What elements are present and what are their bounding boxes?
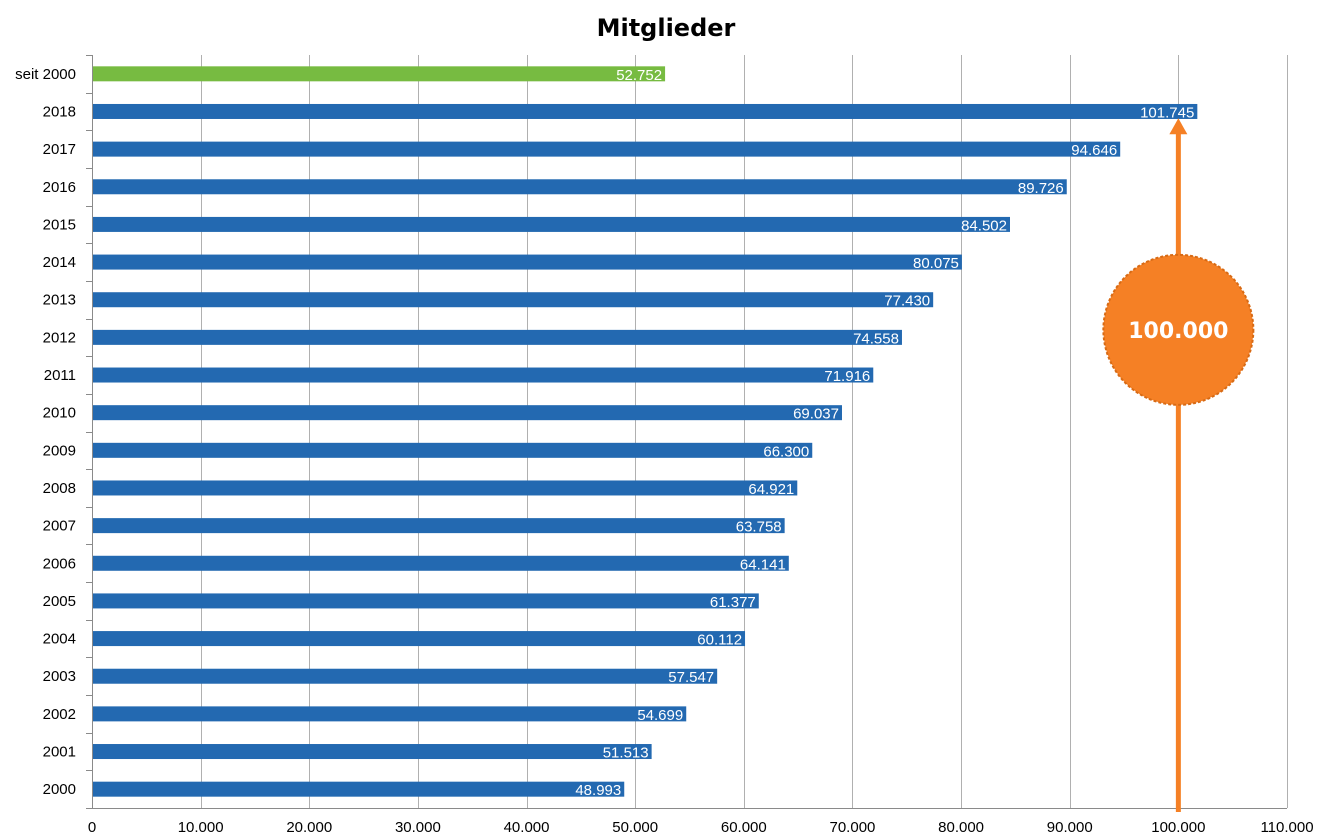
data-label: 63.758 xyxy=(736,519,782,536)
annotation-label: 100.000 xyxy=(1128,319,1228,344)
category-label: 2006 xyxy=(43,555,76,572)
data-label: 54.699 xyxy=(637,707,683,724)
milestone-annotation: 100.000 xyxy=(1102,118,1255,812)
bar xyxy=(92,254,962,270)
gridlines xyxy=(201,55,1288,808)
category-label: 2000 xyxy=(43,781,76,798)
data-label: 64.141 xyxy=(740,556,786,573)
category-label: 2007 xyxy=(43,518,76,535)
x-tick-label: 100.000 xyxy=(1151,819,1205,836)
bar xyxy=(92,555,789,571)
category-label: 2014 xyxy=(43,254,76,271)
bar xyxy=(92,367,874,383)
data-label: 57.547 xyxy=(668,669,714,686)
labels: 0 10.000 20.000 30.000 40.000 50.000 60.000 70.… xyxy=(15,66,1313,836)
data-label: 52.752 xyxy=(616,67,662,84)
x-tick-label: 70.000 xyxy=(830,819,876,836)
x-tick-label: 30.000 xyxy=(395,819,441,836)
bar xyxy=(92,405,842,421)
data-label: 94.646 xyxy=(1071,142,1117,159)
data-label: 84.502 xyxy=(961,217,1007,234)
data-label: 80.075 xyxy=(913,255,959,272)
x-tick-label: 0 xyxy=(88,819,96,836)
annotation-arrow-head xyxy=(1169,118,1188,135)
chart-title: Mitglieder xyxy=(597,14,736,42)
data-label: 74.558 xyxy=(853,330,899,347)
data-label: 64.921 xyxy=(748,481,794,498)
data-label: 66.300 xyxy=(763,443,809,460)
bar xyxy=(92,593,759,609)
data-label: 48.993 xyxy=(575,782,621,799)
data-label: 69.037 xyxy=(793,406,839,423)
x-tick-label: 10.000 xyxy=(178,819,224,836)
category-label: 2011 xyxy=(44,367,76,384)
bar xyxy=(92,631,746,647)
data-label: 101.745 xyxy=(1140,104,1194,121)
x-tick-label: 110.000 xyxy=(1260,819,1313,836)
data-label: 51.513 xyxy=(603,745,649,762)
axes xyxy=(86,55,1287,809)
category-label: 2018 xyxy=(43,103,76,120)
bar xyxy=(92,329,902,345)
category-label: 2005 xyxy=(43,593,76,610)
x-tick-label: 60.000 xyxy=(721,819,767,836)
bar xyxy=(92,744,652,760)
x-tick-label: 20.000 xyxy=(286,819,332,836)
bar xyxy=(92,706,687,722)
category-label: 2015 xyxy=(43,216,76,233)
category-label: 2001 xyxy=(43,744,76,761)
category-label: 2002 xyxy=(43,706,76,723)
bar xyxy=(92,141,1121,157)
data-label: 61.377 xyxy=(710,594,756,611)
category-label: 2004 xyxy=(43,631,76,648)
annotation-badge xyxy=(1102,253,1255,406)
data-label: 89.726 xyxy=(1018,180,1064,197)
category-label: 2003 xyxy=(43,668,76,685)
x-tick-label: 80.000 xyxy=(938,819,984,836)
bar xyxy=(92,480,798,496)
category-label: 2017 xyxy=(43,141,76,158)
bars xyxy=(92,66,1198,797)
bar xyxy=(92,292,934,308)
bar xyxy=(92,66,666,82)
bar xyxy=(92,781,625,797)
x-tick-label: 50.000 xyxy=(612,819,658,836)
category-label: 2008 xyxy=(43,480,76,497)
category-label: 2013 xyxy=(43,292,76,309)
category-label: 2016 xyxy=(43,179,76,196)
x-tick-label: 90.000 xyxy=(1047,819,1093,836)
bar xyxy=(92,179,1067,195)
category-label: 2009 xyxy=(43,442,76,459)
bar xyxy=(92,103,1198,119)
bar xyxy=(92,442,813,458)
bar xyxy=(92,668,718,684)
data-label: 60.112 xyxy=(697,632,742,649)
data-label: 71.916 xyxy=(824,368,870,385)
category-label: 2010 xyxy=(43,405,76,422)
bar xyxy=(92,216,1010,232)
data-label: 77.430 xyxy=(884,293,930,310)
category-label: seit 2000 xyxy=(15,66,76,83)
category-label: 2012 xyxy=(43,329,76,346)
bar xyxy=(92,518,785,534)
x-tick-label: 40.000 xyxy=(504,819,550,836)
